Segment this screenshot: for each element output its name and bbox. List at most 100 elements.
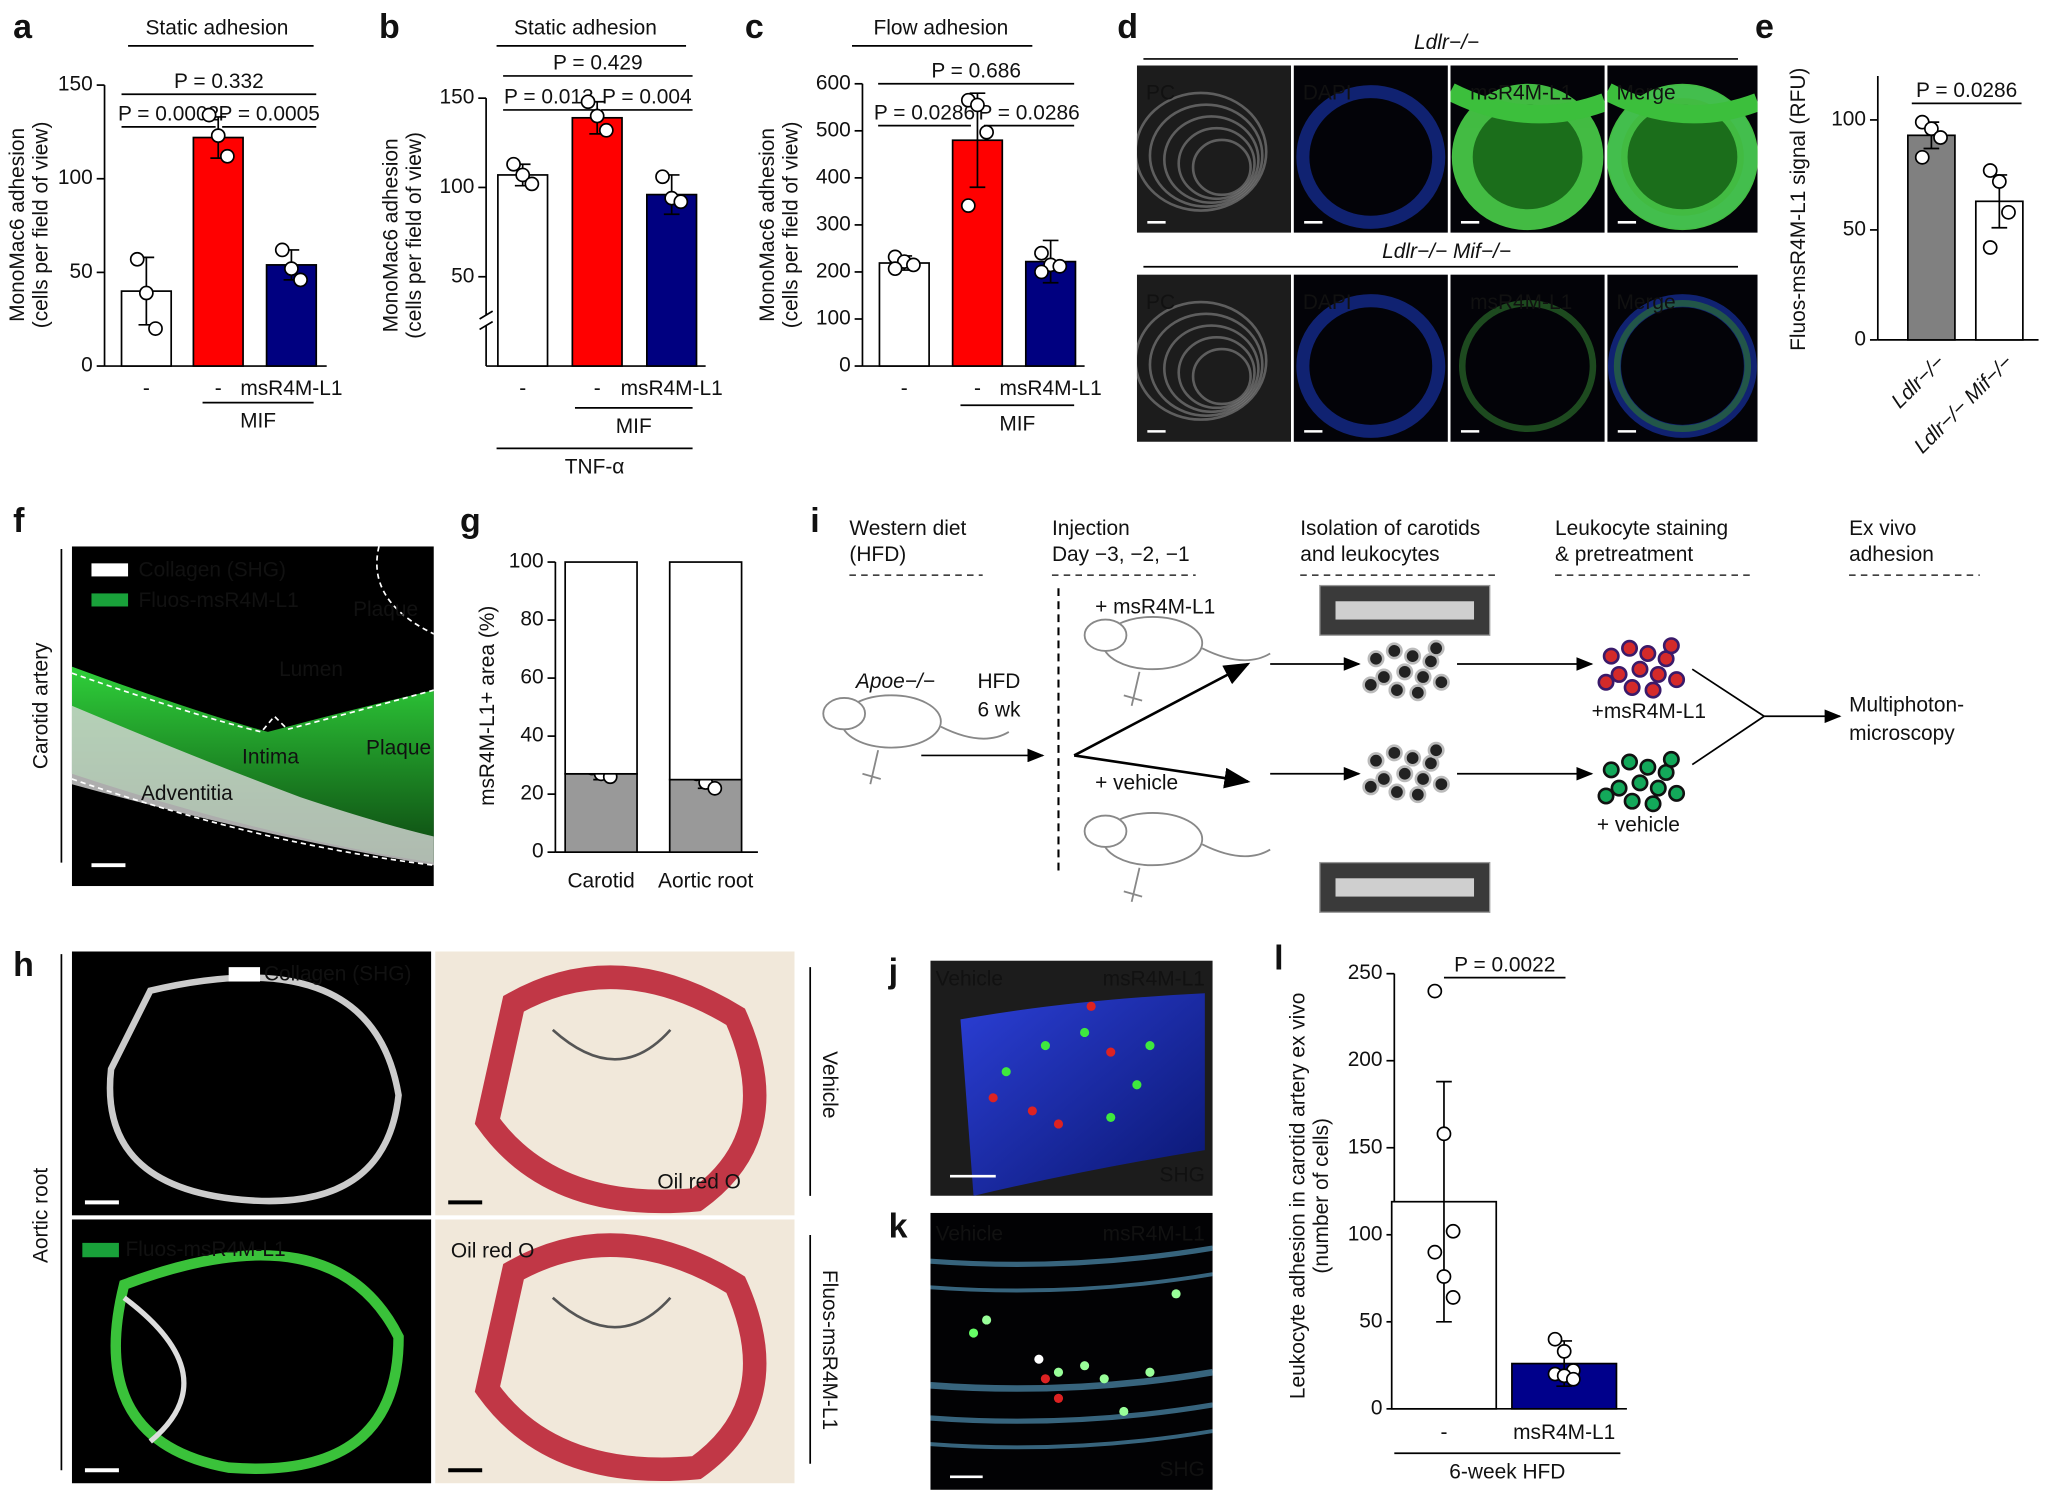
data-point xyxy=(1982,163,1998,178)
cell-dot xyxy=(982,1315,992,1325)
legend-swatch xyxy=(91,563,129,577)
y-tick-label: 400 xyxy=(816,165,851,188)
cell-icon xyxy=(1404,749,1422,767)
y-tick-label: 50 xyxy=(70,260,93,283)
step-header: (HFD) xyxy=(849,543,906,566)
data-point xyxy=(1427,1244,1443,1260)
readout-label: Multiphoton- xyxy=(1849,693,1964,716)
group-label: MIF xyxy=(240,410,276,433)
x-tick-label: Aortic root xyxy=(658,870,753,893)
p-value: P = 0.0286 xyxy=(978,101,1079,124)
mouse-icon xyxy=(1201,843,1271,858)
texture xyxy=(1136,300,1268,421)
y-tick-label: 600 xyxy=(816,71,851,94)
bar xyxy=(668,561,743,781)
cell-icon xyxy=(1385,744,1403,762)
cell-dot xyxy=(1053,1393,1064,1403)
texture xyxy=(1136,91,1268,212)
texture xyxy=(1191,347,1252,406)
cell-dot xyxy=(1040,1374,1050,1384)
micrograph xyxy=(1136,274,1292,442)
micrograph xyxy=(1607,65,1758,233)
cell-icon xyxy=(1597,673,1615,691)
step-header: adhesion xyxy=(1849,543,1934,566)
bar xyxy=(571,116,623,367)
step-header: Western diet xyxy=(849,517,966,540)
data-point xyxy=(515,167,531,183)
data-point xyxy=(129,251,145,267)
channel-label: SHG xyxy=(1160,1458,1205,1481)
micrograph xyxy=(1607,274,1758,442)
cell-icon xyxy=(1362,676,1380,694)
channel-label: Merge xyxy=(1616,291,1675,314)
diet-label: HFD xyxy=(977,670,1020,693)
panel-letter: e xyxy=(1755,8,1774,46)
x-tick-label: - xyxy=(143,377,150,400)
bar xyxy=(1907,134,1956,341)
channel-label: msR4M-L1 xyxy=(1470,291,1572,314)
y-tick-label: 150 xyxy=(58,73,93,96)
step-header: Day −3, −2, −1 xyxy=(1052,543,1190,566)
channel-label: PC xyxy=(1146,291,1175,314)
stain-label: +msR4M-L1 xyxy=(1592,700,1706,723)
x-tick-label: - xyxy=(519,377,526,400)
cell-icon xyxy=(1367,650,1385,668)
cell-icon xyxy=(1362,778,1380,796)
bar xyxy=(1024,260,1077,367)
channel-label: DAPI xyxy=(1303,82,1352,105)
y-tick-label: 80 xyxy=(520,608,543,631)
stain-label: Oil red O xyxy=(657,1170,741,1193)
stain-label: Oil red O xyxy=(451,1240,535,1263)
axis-break xyxy=(479,310,494,320)
cell-icon xyxy=(1623,792,1641,810)
texture xyxy=(71,705,434,866)
y-tick-label: 100 xyxy=(439,175,474,198)
bar xyxy=(265,264,318,367)
y-tick-label: 150 xyxy=(1348,1135,1383,1158)
data-point xyxy=(1547,1331,1563,1347)
cell-icon xyxy=(1409,786,1427,804)
cell-icon xyxy=(1631,774,1649,792)
bar xyxy=(497,174,549,367)
panel-letter: a xyxy=(13,8,33,46)
micrograph-bg xyxy=(71,1219,432,1484)
micrograph xyxy=(71,951,432,1216)
y-tick-label: 100 xyxy=(1831,107,1866,130)
texture xyxy=(1296,294,1446,438)
step-header: & pretreatment xyxy=(1555,543,1693,566)
micrograph xyxy=(435,951,795,1216)
panel-letter: l xyxy=(1274,940,1283,978)
x-tick-label: Ldlr−/− xyxy=(1887,351,1949,413)
y-axis-label: Leukocyte adhesion in carotid artery ex … xyxy=(1286,993,1309,1399)
data-point xyxy=(1427,983,1443,999)
x-tick-label: - xyxy=(901,377,908,400)
y-tick-label: 60 xyxy=(520,666,543,689)
y-tick-label: 200 xyxy=(816,259,851,282)
texture xyxy=(930,1402,1213,1424)
panel-letter: d xyxy=(1117,8,1138,46)
channel-label: Vehicle xyxy=(936,968,1003,991)
cell-icon xyxy=(1414,668,1432,686)
micrograph xyxy=(930,960,1213,1196)
x-tick-label: msR4M-L1 xyxy=(1000,377,1102,400)
cell-dot xyxy=(1145,1040,1155,1051)
cell-icon xyxy=(1602,761,1620,779)
cell-dot xyxy=(1145,1367,1155,1377)
texture xyxy=(1613,300,1752,433)
cell-dot xyxy=(1027,1106,1037,1116)
cell-icon xyxy=(1427,639,1445,657)
y-axis-label: msR4M-L1+ area (%) xyxy=(476,606,499,806)
cell-dot xyxy=(1053,1367,1064,1377)
cell-icon xyxy=(1597,787,1615,805)
p-value: P = 0.0022 xyxy=(1454,953,1555,976)
y-axis-label: (number of cells) xyxy=(1310,1118,1333,1274)
cell-icon xyxy=(1644,681,1662,699)
texture xyxy=(1163,324,1260,414)
micrograph xyxy=(1293,65,1448,233)
data-point xyxy=(589,108,605,124)
bar xyxy=(564,561,638,775)
cell-icon xyxy=(1409,684,1427,702)
panel-letter: f xyxy=(13,502,25,540)
y-tick-label: 100 xyxy=(816,307,851,330)
texture xyxy=(930,1429,1213,1450)
